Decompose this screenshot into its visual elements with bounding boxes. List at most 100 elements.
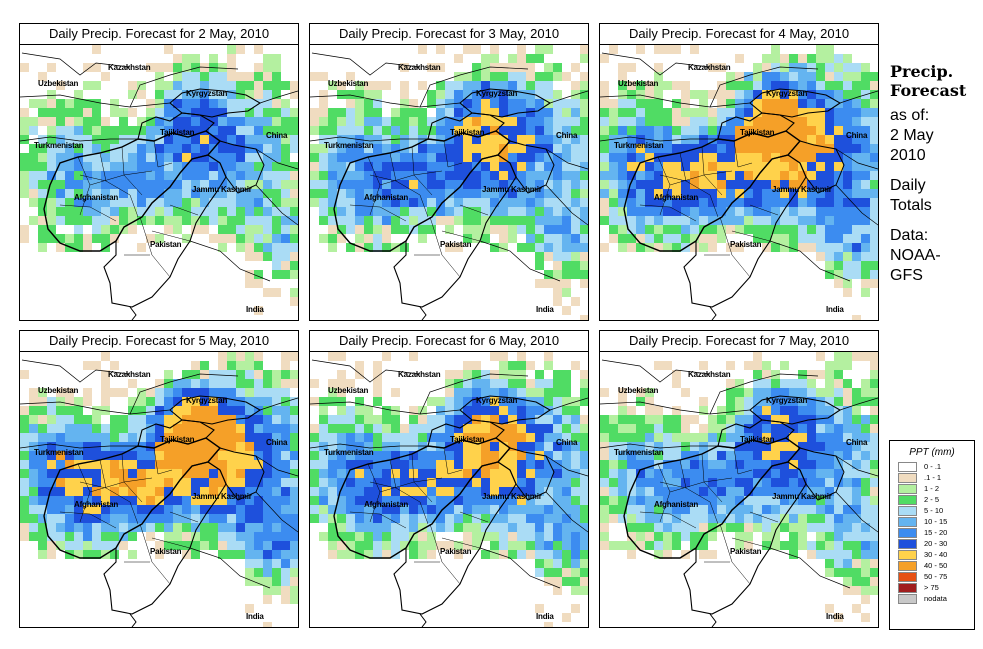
precip-cell [337, 198, 346, 207]
precip-cell [708, 135, 717, 144]
precip-cell [789, 243, 798, 252]
precip-cell [807, 478, 816, 487]
precip-cell [227, 216, 236, 225]
precip-cell [137, 81, 146, 90]
precip-cell [600, 54, 609, 63]
precip-cell [735, 180, 744, 189]
precip-cell [636, 126, 645, 135]
precip-cell [236, 135, 245, 144]
precip-cell [218, 469, 227, 478]
precip-cell [382, 234, 391, 243]
precip-cell [418, 469, 427, 478]
precip-cell [870, 261, 878, 270]
precip-cell [472, 126, 481, 135]
precip-cell [454, 505, 463, 514]
precip-cell [789, 81, 798, 90]
precip-cell [490, 451, 499, 460]
precip-cell [400, 189, 409, 198]
precip-cell [346, 415, 355, 424]
precip-cell [636, 469, 645, 478]
precip-cell [56, 216, 65, 225]
precip-cell [535, 207, 544, 216]
precip-cell [816, 388, 825, 397]
precip-cell [164, 433, 173, 442]
precip-cell [245, 379, 254, 388]
precip-cell [155, 99, 164, 108]
precip-cell [580, 207, 588, 216]
precip-cell [29, 451, 38, 460]
precip-cell [29, 415, 38, 424]
legend-swatch [898, 517, 917, 527]
precip-cell [580, 496, 588, 505]
precip-cell [454, 216, 463, 225]
precip-cell [816, 424, 825, 433]
precip-cell [92, 144, 101, 153]
pakistan-border [393, 154, 517, 308]
jammu-kashmir-border [787, 447, 845, 501]
precip-cell [627, 415, 636, 424]
precip-cell [20, 415, 29, 424]
precip-cell [717, 90, 726, 99]
precip-cell [762, 63, 771, 72]
precip-cell [290, 496, 298, 505]
precip-cell [490, 99, 499, 108]
precip-cell [92, 216, 101, 225]
map-svg [600, 352, 878, 627]
precip-cell [562, 108, 571, 117]
precip-cell [155, 189, 164, 198]
precip-cell [373, 379, 382, 388]
precip-cell [861, 595, 870, 604]
precip-cell [137, 207, 146, 216]
precip-cell [562, 99, 571, 108]
precip-cell [708, 496, 717, 505]
precip-cell [218, 99, 227, 108]
precip-cell [254, 379, 263, 388]
precip-cell [663, 126, 672, 135]
precip-cell [562, 487, 571, 496]
map-label-india: India [536, 305, 554, 314]
precip-cell [627, 117, 636, 126]
precip-cell [328, 180, 337, 189]
precip-cell [472, 171, 481, 180]
legend-label: 20 - 30 [924, 539, 948, 548]
precip-cell [47, 171, 56, 180]
precip-cell [816, 541, 825, 550]
coastline [419, 306, 427, 320]
precip-cell [337, 379, 346, 388]
precip-cell [436, 108, 445, 117]
precip-cell [146, 99, 155, 108]
precip-cell [29, 198, 38, 207]
precip-cell [744, 532, 753, 541]
precip-cell [627, 487, 636, 496]
precip-cell [74, 442, 83, 451]
precip-cell [672, 198, 681, 207]
precip-cell [472, 496, 481, 505]
precip-cell [517, 532, 526, 541]
precip-cell [191, 541, 200, 550]
precip-cell [834, 379, 843, 388]
precip-cell [834, 370, 843, 379]
precip-cell [110, 469, 119, 478]
precip-cell [816, 496, 825, 505]
precip-cell [83, 108, 92, 117]
precip-cell [508, 370, 517, 379]
precip-cell [346, 469, 355, 478]
precip-cell [699, 153, 708, 162]
precip-cell [544, 63, 553, 72]
precip-cell [272, 171, 281, 180]
precip-cell [137, 406, 146, 415]
precip-cell [735, 460, 744, 469]
precip-cell [65, 117, 74, 126]
precip-cell [445, 523, 454, 532]
precip-cell [870, 469, 878, 478]
precip-cell [74, 108, 83, 117]
precip-cell [382, 135, 391, 144]
precip-cell [562, 207, 571, 216]
precip-cell [164, 135, 173, 144]
map-label-pakistan: Pakistan [150, 547, 182, 556]
precip-cell [409, 532, 418, 541]
precip-cell [744, 198, 753, 207]
precip-cell [146, 433, 155, 442]
precip-cell [852, 586, 861, 595]
precip-cell [29, 469, 38, 478]
